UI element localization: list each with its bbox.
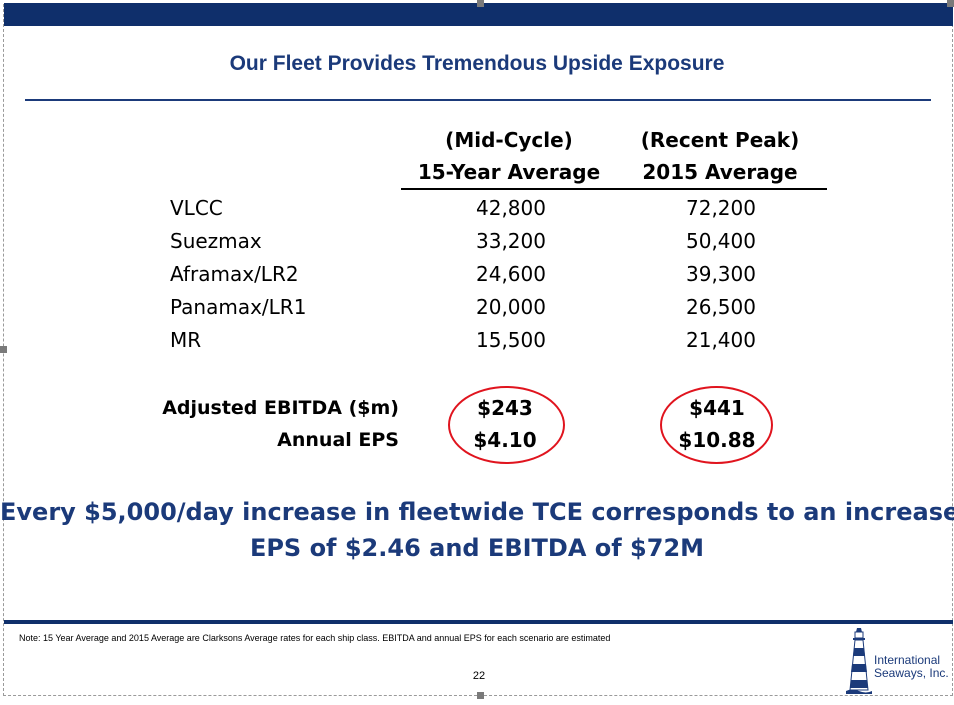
header-underline	[401, 188, 827, 190]
row-label-panamax: Panamax/LR1	[170, 295, 307, 319]
sensitivity-callout: Every $5,000/day increase in fleetwide T…	[0, 494, 954, 566]
cell-suezmax-peak: 50,400	[686, 229, 756, 253]
callout-line2: EPS of $2.46 and EBITDA of $72M	[249, 534, 705, 562]
row-label-aframax: Aframax/LR2	[170, 262, 299, 286]
resize-handle-top-right[interactable]	[947, 0, 954, 7]
resize-handle-top[interactable]	[477, 0, 484, 7]
title-divider	[25, 99, 931, 101]
cell-vlcc-mid: 42,800	[476, 196, 546, 220]
lighthouse-icon	[846, 628, 872, 694]
cell-panamax-mid: 20,000	[476, 295, 546, 319]
column-header-line2: 2015 Average	[642, 160, 798, 184]
row-label-suezmax: Suezmax	[170, 229, 262, 253]
row-label-mr: MR	[170, 328, 202, 352]
column-header-recent-peak: (Recent Peak) 2015 Average	[612, 124, 828, 188]
footer-bar	[4, 620, 953, 624]
company-logo: International Seaways, Inc.	[846, 628, 954, 694]
logo-line1: International	[874, 653, 941, 667]
cell-vlcc-peak: 72,200	[686, 196, 756, 220]
summary-label-ebitda: Adjusted EBITDA ($m)	[162, 397, 399, 419]
resize-handle-bottom[interactable]	[477, 692, 484, 699]
highlight-circle-mid-cycle	[448, 386, 565, 464]
footnote: Note: 15 Year Average and 2015 Average a…	[19, 633, 611, 643]
column-header-line1: (Mid-Cycle)	[445, 128, 573, 152]
cell-aframax-peak: 39,300	[686, 262, 756, 286]
column-header-line1: (Recent Peak)	[640, 128, 800, 152]
cell-suezmax-mid: 33,200	[476, 229, 546, 253]
cell-mr-mid: 15,500	[476, 328, 546, 352]
header-bar	[4, 3, 953, 26]
page-number: 22	[472, 670, 486, 682]
column-header-line2: 15-Year Average	[417, 160, 601, 184]
cell-mr-peak: 21,400	[686, 328, 756, 352]
highlight-circle-recent-peak	[660, 386, 773, 464]
cell-aframax-mid: 24,600	[476, 262, 546, 286]
callout-line1: Every $5,000/day increase in fleetwide T…	[0, 498, 954, 526]
logo-line2: Seaways, Inc.	[874, 666, 949, 680]
summary-label-eps: Annual EPS	[277, 429, 399, 451]
resize-handle-left[interactable]	[0, 346, 7, 353]
logo-wordmark: International Seaways, Inc.	[874, 654, 949, 680]
cell-panamax-peak: 26,500	[686, 295, 756, 319]
row-label-vlcc: VLCC	[170, 196, 223, 220]
column-header-mid-cycle: (Mid-Cycle) 15-Year Average	[401, 124, 617, 188]
slide-title: Our Fleet Provides Tremendous Upside Exp…	[229, 52, 725, 75]
